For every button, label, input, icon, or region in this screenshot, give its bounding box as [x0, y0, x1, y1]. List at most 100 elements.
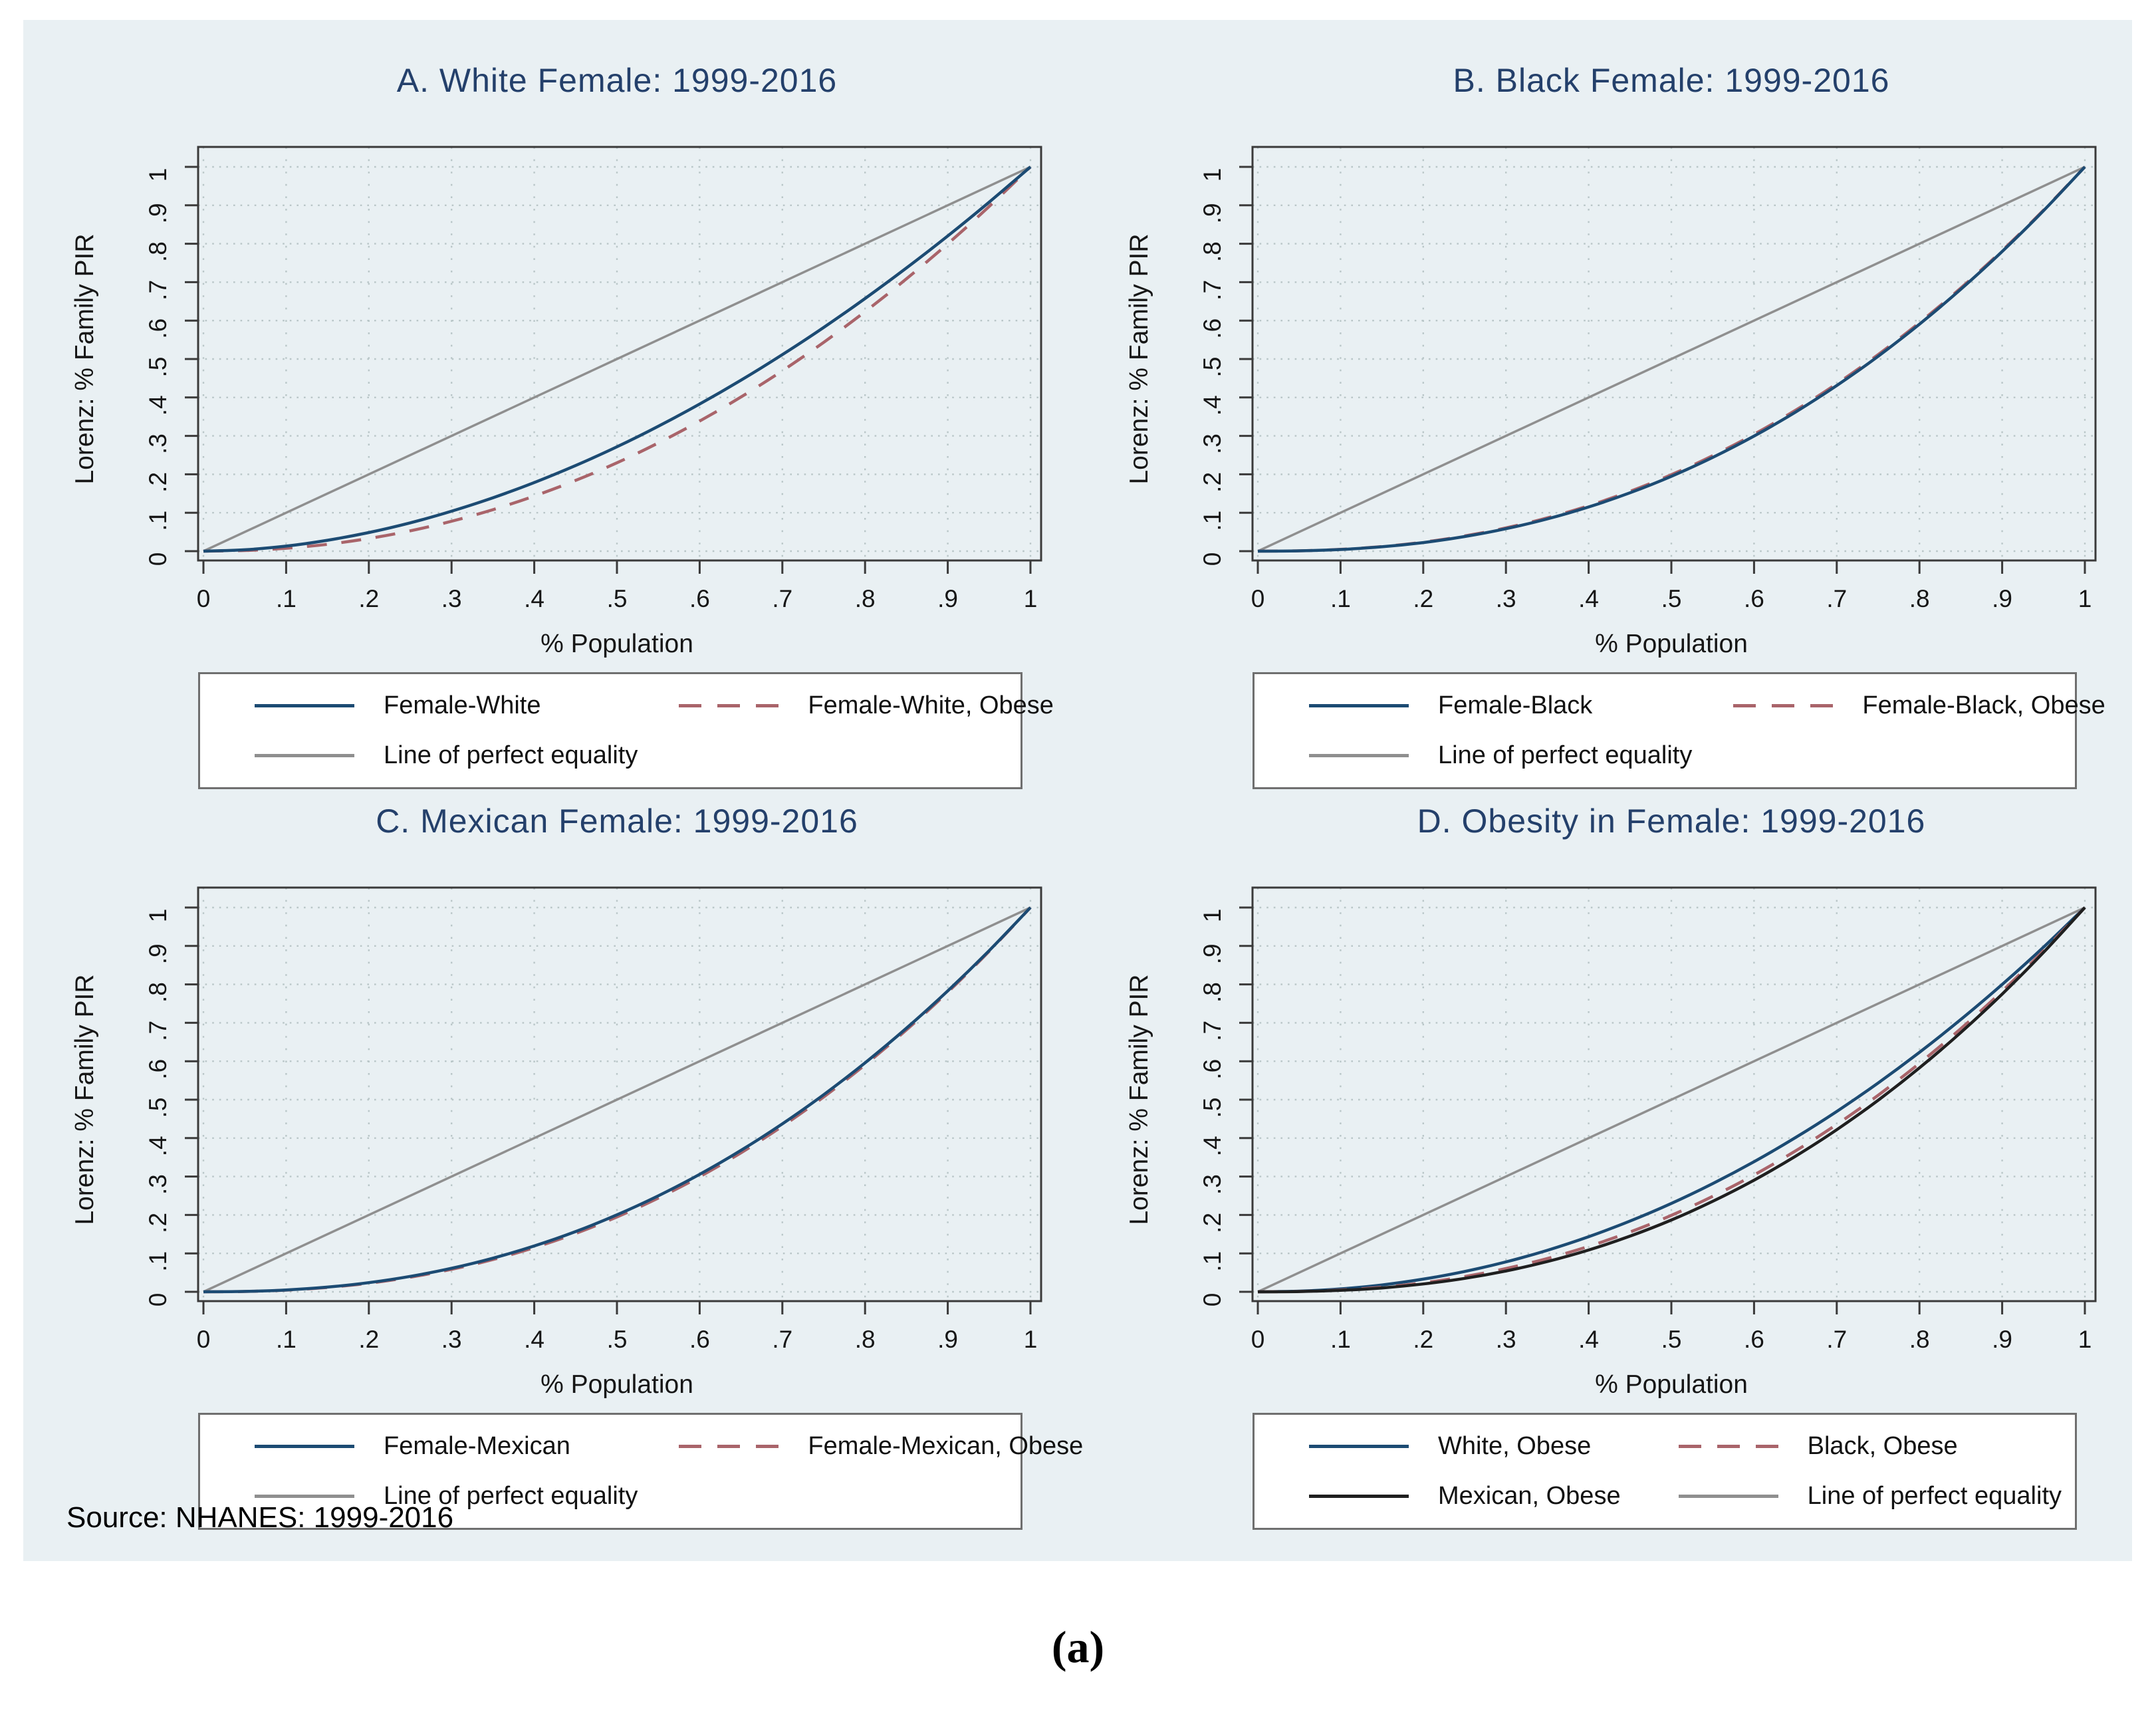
legend-label: Female-White [384, 691, 541, 719]
series-line-of-perfect-equality [203, 166, 1031, 552]
plot-box [1251, 146, 2097, 562]
x-tick-label: .9 [1992, 1326, 2012, 1353]
y-tick-label: .7 [144, 280, 172, 301]
y-tick-label: 1 [144, 168, 172, 182]
y-tick-label: .9 [1199, 203, 1226, 223]
legend-line-sample [1309, 704, 1409, 707]
panel-b-title: B. Black Female: 1999-2016 [1453, 62, 1890, 99]
legend-label: White, Obese [1438, 1432, 1592, 1460]
x-tick-label: 0 [197, 585, 211, 612]
legend-line-sample [679, 1445, 779, 1448]
y-tick-label: .9 [144, 203, 172, 223]
y-tick-label: .5 [144, 357, 172, 378]
y-tick-label: .1 [144, 1251, 172, 1272]
panel-d: D. Obesity in Female: 1999-2016 0 .1 .2 .3.… [1078, 797, 2132, 1530]
x-tick-label: .9 [1992, 585, 2012, 612]
panel-a-legend: Female-White Female-White, Obese Line of… [198, 672, 1054, 789]
y-axis-label: Lorenz: % Family PIR [70, 974, 99, 1225]
legend-entry: White, Obese [1268, 1432, 1637, 1461]
x-tick-label: .8 [1909, 585, 1930, 612]
legend-label: Line of perfect equality [384, 1482, 638, 1510]
y-tick-label: .1 [1199, 511, 1226, 531]
y-tick-label: .9 [1199, 943, 1226, 964]
y-tick-label: .7 [1199, 1021, 1226, 1041]
legend-label: Line of perfect equality [1438, 741, 1693, 769]
y-tick-label: 0 [144, 1293, 172, 1307]
x-tick-label: .2 [358, 1326, 379, 1353]
legend-entry: Mexican, Obese [1268, 1482, 1637, 1511]
x-tick-label: .1 [1330, 1326, 1351, 1353]
series-female-mexican [203, 906, 1032, 1294]
y-tick-label: .2 [1199, 472, 1226, 493]
legend-line-sample [1309, 754, 1409, 757]
y-tick-label: .3 [144, 1174, 172, 1195]
y-tick-label: .1 [1199, 1251, 1226, 1272]
y-tick-label: .2 [144, 1213, 172, 1233]
y-tick-label: .4 [144, 1136, 172, 1156]
x-tick-label: .7 [772, 585, 792, 612]
x-tick-label: .7 [1826, 1326, 1847, 1353]
legend-line-sample [255, 1445, 354, 1448]
y-tick-label: .1 [144, 511, 172, 531]
series-female-black [1257, 166, 2086, 553]
x-tick-label: 1 [1024, 585, 1038, 612]
x-tick-label: 0 [1251, 585, 1265, 612]
y-axis-label: Lorenz: % Family PIR [70, 233, 99, 484]
x-tick-label: 1 [2078, 585, 2092, 612]
x-tick-label: .1 [276, 1326, 297, 1353]
legend-line-sample [255, 704, 354, 707]
panel-c-legend: Female-Mexican Female-Mexican, Obese Lin… [198, 1413, 1083, 1530]
panel-b: B. Black Female: 1999-2016 0 .1 .2 .3 .4 .5 .6… [1078, 57, 2132, 789]
legend-line-sample [1733, 704, 1834, 707]
y-tick-label: .8 [1199, 241, 1226, 262]
x-tick-label: .5 [1661, 585, 1682, 612]
y-tick-label: .8 [144, 241, 172, 262]
x-tick-label: .7 [1826, 585, 1847, 612]
legend-label: Female-Black, Obese [1862, 691, 2105, 719]
panel-grid: A. White Female: 1999-2016 0 .1 .2 .3 .4 .5 .6… [23, 20, 2132, 1530]
y-tick-label: 1 [1199, 168, 1226, 182]
x-tick-label: 0 [1251, 1326, 1265, 1353]
x-tick-label: .4 [524, 1326, 544, 1353]
series-mexican-obese [1257, 906, 2086, 1294]
legend-entry: Female-White [213, 691, 638, 720]
y-tick-label: .8 [1199, 982, 1226, 1003]
x-tick-label: .5 [607, 585, 628, 612]
y-tick-label: .4 [1199, 1136, 1226, 1156]
y-tick-label: .5 [144, 1098, 172, 1118]
panel-c-chart: 0 .1 .2 .3 .4 .5 .6 .7 .8 .9 1 0 .1 .2 .3 .4 .5 .6 .7 .8 .9 1… [70, 886, 1042, 1399]
y-tick-label: .6 [144, 318, 172, 339]
x-tick-label: .7 [772, 1326, 792, 1353]
legend-line-sample [679, 704, 779, 707]
series-female-white [203, 166, 1032, 553]
y-tick-label: .2 [1199, 1213, 1226, 1233]
series-line-of-perfect-equality [1257, 166, 2086, 552]
series-white-obese [1257, 906, 2086, 1294]
legend-entry: Line of perfect equality [1268, 741, 1692, 770]
legend-entry: Female-Black, Obese [1692, 691, 2105, 720]
x-tick-label: .3 [441, 585, 462, 612]
y-tick-label: 1 [144, 909, 172, 923]
y-tick-label: 0 [144, 552, 172, 566]
y-tick-label: 0 [1199, 552, 1226, 566]
x-tick-label: .6 [689, 1326, 710, 1353]
legend-label: Female-White, Obese [808, 691, 1054, 719]
legend-entry: Line of perfect equality [213, 1482, 638, 1511]
plot-box [197, 146, 1042, 562]
x-tick-label: .3 [1496, 1326, 1516, 1353]
y-tick-label: 1 [1199, 909, 1226, 923]
y-tick-label: 0 [1199, 1293, 1226, 1307]
legend-line-sample [255, 1495, 354, 1498]
x-tick-label: .8 [855, 585, 876, 612]
legend-entry: Line of perfect equality [1637, 1482, 2062, 1511]
y-tick-label: .3 [144, 433, 172, 454]
legend-line-sample [1309, 1445, 1409, 1448]
legend-label: Female-Mexican [384, 1432, 570, 1460]
x-tick-label: .6 [1744, 585, 1764, 612]
x-tick-label: .8 [1909, 1326, 1930, 1353]
source-note: Source: NHANES: 1999-2016 [66, 1501, 454, 1534]
x-tick-label: .2 [1413, 585, 1433, 612]
y-tick-label: .6 [1199, 318, 1226, 339]
x-tick-label: 0 [197, 1326, 211, 1353]
x-tick-label: .2 [1413, 1326, 1433, 1353]
